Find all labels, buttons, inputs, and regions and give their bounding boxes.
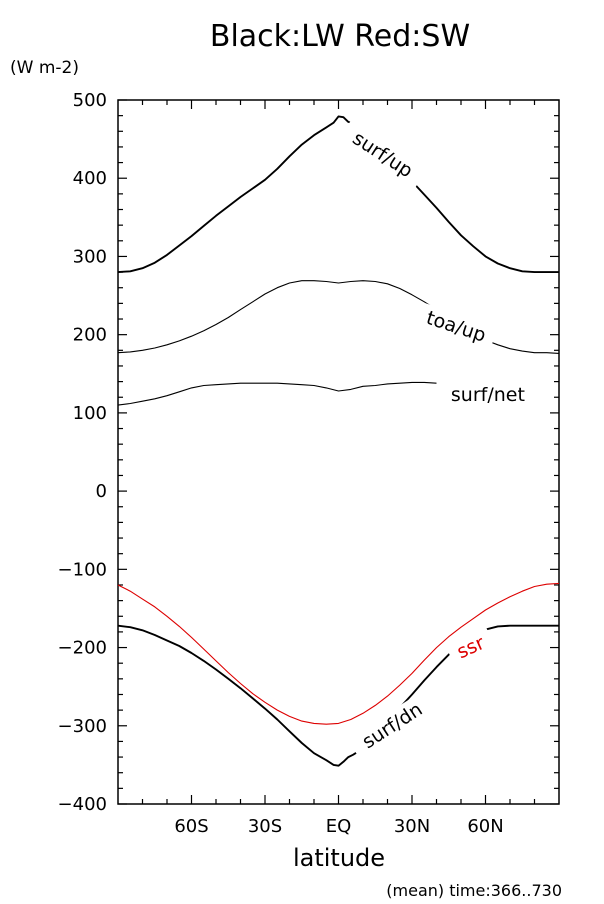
- series-label-surf-up: surf/up: [339, 119, 428, 187]
- label-gap: [445, 626, 495, 665]
- x-tick-label: 60S: [174, 816, 208, 837]
- series-label-text: toa/up: [424, 307, 489, 347]
- y-tick-label: 100: [73, 403, 107, 424]
- label-gap: [436, 381, 539, 404]
- series-label-ssr: ssr: [445, 626, 495, 665]
- label-gap: [415, 302, 498, 348]
- x-axis-label: latitude: [293, 844, 385, 872]
- series-line-surf-net: [117, 381, 437, 406]
- series-label-surf-dn: surf/dn: [347, 690, 436, 758]
- series-label-toa-up: toa/up: [415, 302, 498, 348]
- y-tick-label: 0: [96, 481, 107, 502]
- plot-frame: [117, 99, 560, 805]
- series-label-surf-net: surf/net: [436, 381, 539, 406]
- y-tick-label: −300: [58, 716, 107, 737]
- y-tick-label: 500: [73, 90, 107, 111]
- label-gap: [347, 690, 436, 758]
- y-tick-label: 300: [73, 246, 107, 267]
- label-gap: [339, 119, 428, 187]
- y-tick-label: −400: [58, 794, 107, 815]
- time-footnote: (mean) time:366..730: [386, 881, 562, 900]
- y-axis-units: (W m-2): [10, 58, 79, 78]
- y-tick-label: 400: [73, 168, 107, 189]
- x-tick-label: 60N: [467, 816, 503, 837]
- x-tick-label: 30S: [248, 816, 282, 837]
- x-tick-label: EQ: [326, 816, 352, 837]
- y-tick-label: −100: [58, 559, 107, 580]
- series-line-surf-up: [117, 115, 559, 274]
- series-line-toa-up: [117, 280, 560, 354]
- series-label-text: surf/net: [451, 384, 525, 406]
- data-series: [117, 115, 560, 767]
- chart-title: Black:LW Red:SW: [210, 19, 470, 54]
- x-tick-label: 30N: [394, 816, 430, 837]
- axis-ticks: 500 400 300 200 100 0 −100 −200 −300 −400 60S 30S EQ…: [58, 90, 559, 837]
- y-tick-label: 200: [73, 325, 107, 346]
- y-tick-label: −200: [58, 638, 107, 659]
- series-line-ssr: [117, 582, 560, 725]
